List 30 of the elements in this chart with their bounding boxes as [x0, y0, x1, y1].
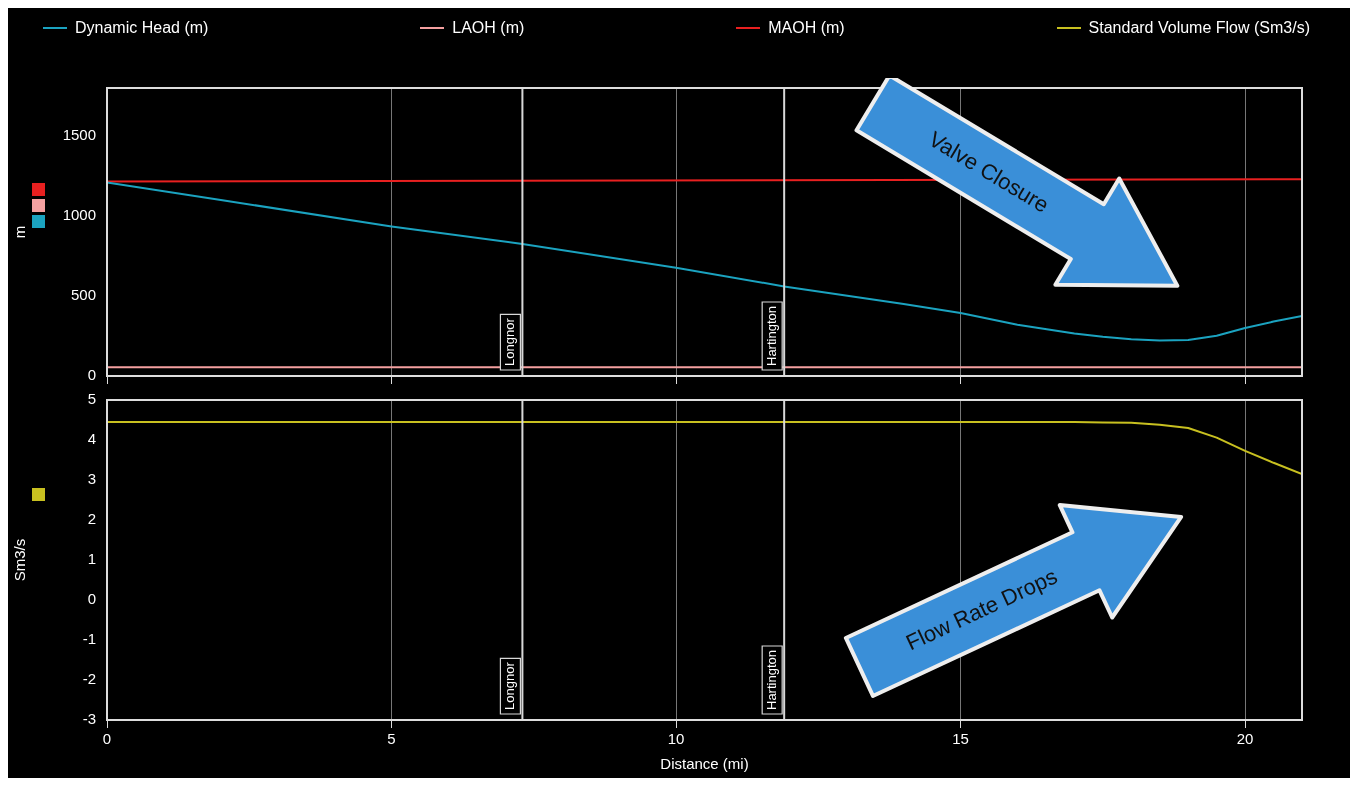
ref-line-label: Longnor [501, 317, 517, 366]
y-axis-title: m [11, 225, 29, 239]
x-axis-title: Distance (mi) [660, 755, 749, 773]
y-tick-label: 0 [87, 590, 96, 608]
y-axis-title: Sm3/s [11, 538, 29, 582]
legend-label: MAOH (m) [768, 19, 845, 37]
y-tick-label: 4 [87, 430, 96, 448]
y-tick-label: -2 [82, 670, 96, 688]
x-tick-label: 20 [1236, 730, 1254, 748]
y-tick-label: -3 [82, 710, 96, 728]
x-tick-label: 0 [102, 730, 112, 748]
x-tick-label: 10 [667, 730, 685, 748]
legend-label: LAOH (m) [452, 19, 525, 37]
x-tick-label: 5 [387, 730, 396, 748]
y-tick-label: 1 [87, 550, 96, 568]
y-tick-label: 500 [70, 286, 96, 304]
ref-line-label: Hartington [763, 650, 779, 710]
ref-line-label: Longnor [501, 661, 517, 710]
y-tick-label: 5 [87, 390, 96, 408]
annotation: Flow Rate Drops [902, 563, 1062, 656]
y-tick-label: 1500 [62, 126, 96, 144]
legend-label: Standard Volume Flow (Sm3/s) [1088, 19, 1310, 37]
y-tick-label: 0 [87, 366, 96, 384]
legend-label: Dynamic Head (m) [75, 19, 209, 37]
y-tick-label: 3 [87, 470, 96, 488]
y-tick-label: -1 [82, 630, 96, 648]
ref-line-label: Hartington [763, 306, 779, 366]
y-tick-label: 2 [87, 510, 96, 528]
x-tick-label: 15 [952, 730, 969, 748]
y-tick-label: 1000 [62, 206, 96, 224]
